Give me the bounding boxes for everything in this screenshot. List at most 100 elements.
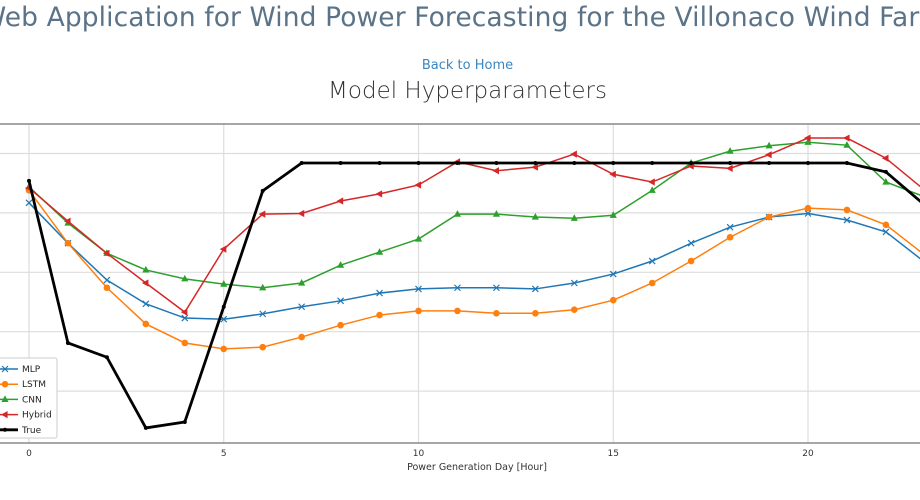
data-point [765,151,772,159]
series-line [27,161,920,430]
data-point [220,315,228,323]
legend-item-hybrid: Hybrid [0,411,52,421]
data-point [882,178,890,185]
data-point [141,279,149,287]
data-point [1,380,9,388]
data-point [804,210,812,217]
data-point [881,154,889,162]
data-point [220,345,228,353]
data-point [726,233,734,241]
data-point [27,178,31,183]
data-point [531,213,539,220]
data-point [728,161,733,166]
data-point [531,285,539,293]
data-point [416,161,421,166]
data-point [415,285,422,293]
data-point [1,395,9,402]
data-point [1,365,9,373]
data-point [882,221,890,229]
data-point [492,167,499,175]
data-point [142,320,150,328]
data-point [492,284,500,292]
series-hybrid [25,134,920,316]
data-point [182,419,187,424]
data-point [726,164,733,172]
series-true [27,161,920,430]
data-point [337,297,345,305]
data-point [572,161,577,166]
data-point [804,134,811,142]
data-point [609,270,617,278]
data-point [804,138,812,145]
data-point [414,235,423,242]
data-point [765,213,773,221]
data-point [65,340,70,345]
chart-grid [0,124,920,443]
data-point [180,308,188,316]
data-point [219,245,227,253]
data-point [570,150,577,158]
data-point [375,190,383,198]
data-point [337,261,345,268]
data-point [143,425,148,430]
legend-label: True [21,426,42,436]
data-point [142,265,150,273]
legend-item-mlp: MLP [0,365,41,375]
data-point [648,279,656,287]
data-point [181,314,189,322]
data-point [376,311,383,319]
data-point [492,210,500,217]
data-point [532,309,539,317]
data-point [687,239,695,247]
data-point [298,333,305,341]
data-point [843,216,851,224]
data-point [493,309,500,317]
data-point [611,161,616,166]
data-point [102,249,110,257]
site-title: Web Application for Wind Power Forecasti… [0,2,920,33]
data-point [843,141,851,148]
data-point [454,284,461,292]
legend-label: CNN [22,395,42,405]
data-point [648,178,655,186]
series-line [28,189,920,350]
data-point [689,161,694,166]
data-point [767,161,772,166]
legend-label: MLP [22,365,41,375]
legend-item-lstm: LSTM [0,380,46,390]
data-point [3,427,7,432]
data-point [297,209,305,218]
data-point [571,306,578,314]
data-point [104,355,109,360]
data-point [609,296,617,304]
data-point [570,214,578,221]
series-lstm [25,187,920,353]
data-point [609,211,617,218]
data-point [181,339,189,347]
data-point [609,170,616,178]
data-point [842,134,850,142]
legend-label: Hybrid [22,411,52,421]
data-point [806,161,810,166]
data-point [337,321,344,329]
data-point [804,204,812,212]
x-axis-label: Power Generation Day [Hour] [407,462,547,473]
data-point [414,181,422,189]
data-point [336,197,344,205]
x-tick-label: 5 [221,449,227,459]
data-point [453,210,462,217]
data-point [258,210,266,218]
data-point [299,161,304,166]
legend-item-true: True [0,426,42,436]
data-point [494,161,499,166]
back-to-home-link[interactable]: Back to Home [421,58,514,73]
data-point [103,284,111,292]
data-point [648,257,656,265]
data-point [415,307,422,315]
legend-box [0,357,58,439]
data-point [533,161,538,166]
data-point [63,217,71,225]
data-point [298,278,306,286]
data-point [338,161,343,166]
data-point [726,223,734,231]
